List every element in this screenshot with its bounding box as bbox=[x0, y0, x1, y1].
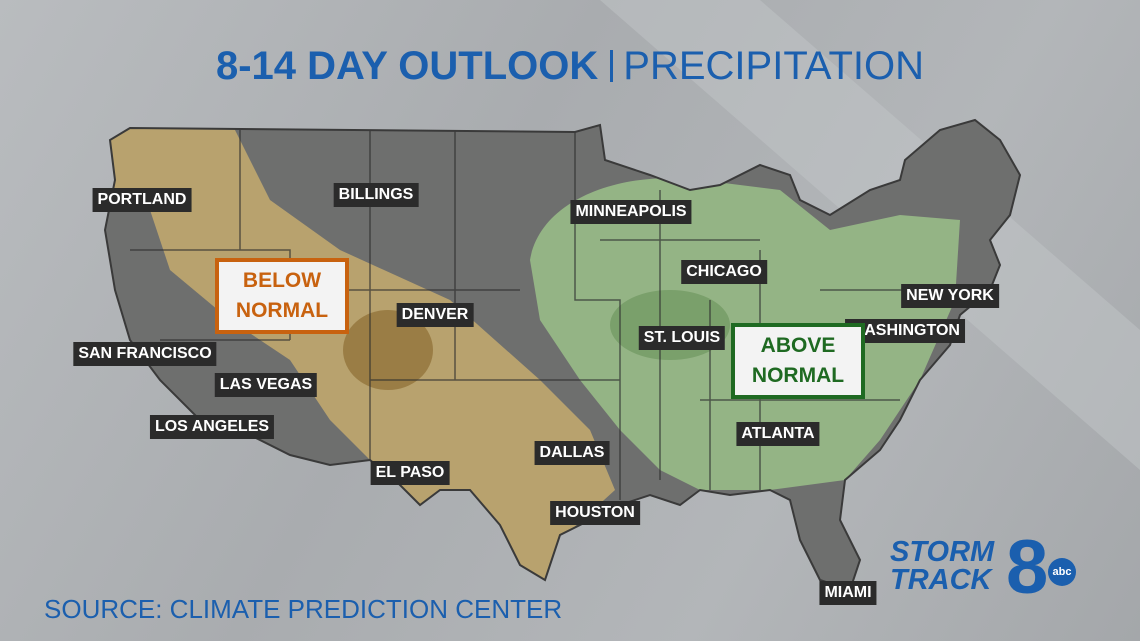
above-normal-box: ABOVE NORMAL bbox=[731, 323, 865, 399]
below-normal-core bbox=[343, 310, 433, 390]
city-label: SAN FRANCISCO bbox=[73, 342, 217, 366]
city-label: ST. LOUIS bbox=[638, 326, 726, 350]
region-line: BELOW bbox=[242, 269, 322, 292]
city-label: WASHINGTON bbox=[845, 319, 965, 343]
region-line: NORMAL bbox=[235, 299, 329, 322]
region-line: NORMAL bbox=[751, 364, 845, 387]
logo-line: STORM bbox=[890, 536, 995, 568]
region-line: ABOVE bbox=[760, 334, 836, 357]
city-label: MIAMI bbox=[819, 581, 877, 605]
city-label: NEW YORK bbox=[901, 284, 999, 308]
city-label: ATLANTA bbox=[736, 422, 820, 446]
logo-number: 8 bbox=[1006, 525, 1049, 610]
city-label: EL PASO bbox=[370, 461, 450, 485]
city-label: LOS ANGELES bbox=[149, 415, 275, 439]
city-label: LAS VEGAS bbox=[214, 373, 318, 397]
city-label: MINNEAPOLIS bbox=[570, 200, 692, 224]
source: SOURCE: CLIMATE PREDICTION CENTER bbox=[44, 594, 563, 624]
city-label: DALLAS bbox=[534, 441, 610, 465]
below-normal-box: BELOW NORMAL bbox=[215, 258, 349, 334]
city-label: CHICAGO bbox=[681, 260, 767, 284]
city-label: BILLINGS bbox=[333, 183, 419, 207]
title-main: 8-14 DAY OUTLOOK bbox=[215, 44, 599, 88]
title-separator bbox=[610, 50, 614, 82]
title: 8-14 DAY OUTLOOK PRECIPITATION bbox=[0, 44, 1140, 89]
logo: STORM TRACK 8 abc bbox=[890, 530, 1076, 606]
city-label: DENVER bbox=[396, 303, 474, 327]
city-label: PORTLAND bbox=[92, 188, 192, 212]
title-sub: PRECIPITATION bbox=[623, 44, 925, 88]
logo-line: TRACK bbox=[890, 564, 992, 596]
city-label: HOUSTON bbox=[550, 501, 640, 525]
logo-network: abc bbox=[1048, 558, 1076, 586]
